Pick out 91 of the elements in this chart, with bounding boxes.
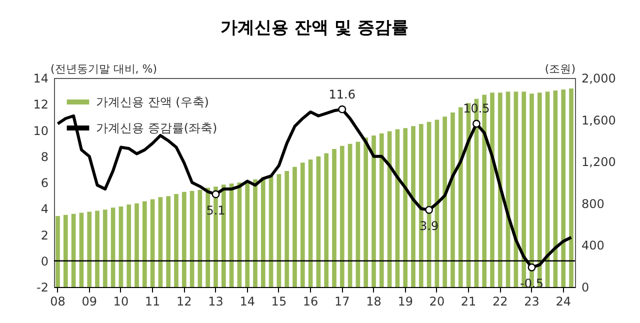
bar	[498, 92, 502, 287]
y2-tick-label: 400	[582, 238, 604, 253]
x-tick-label: 18	[366, 294, 382, 308]
bar	[110, 208, 116, 287]
bar	[340, 146, 344, 287]
bar	[450, 112, 455, 287]
x-tick-label: 09	[82, 294, 97, 308]
y-tick-label: 10	[33, 124, 48, 138]
bar	[458, 107, 463, 287]
bar	[292, 166, 297, 287]
bar	[364, 138, 368, 287]
bar	[56, 216, 60, 287]
y-tick-label: 2	[40, 228, 48, 242]
bar	[379, 133, 384, 287]
y-axis-title: (전년동기말 대비, %)	[50, 62, 158, 76]
point	[212, 190, 220, 198]
bar	[324, 153, 329, 287]
bar	[126, 204, 132, 287]
bar	[63, 214, 68, 287]
y2-tick-label: 1,200	[582, 155, 616, 170]
bar	[553, 90, 558, 287]
x-tick-label: 11	[144, 294, 160, 308]
y2-tick-label: 1,600	[582, 113, 616, 128]
bar	[300, 162, 305, 287]
x-tick-label: 10	[113, 294, 129, 308]
bar	[284, 171, 290, 287]
bar	[95, 210, 100, 287]
point	[472, 120, 480, 128]
x-tick-label: 08	[50, 294, 66, 308]
bar	[118, 206, 124, 287]
y2-tick-label: 0	[582, 280, 590, 294]
bar	[174, 194, 178, 287]
x-tick-label: 15	[271, 294, 287, 308]
bar	[166, 196, 171, 287]
bar	[198, 190, 202, 287]
point	[528, 263, 536, 272]
x-tick-label: 21	[460, 294, 476, 308]
bar	[182, 192, 186, 287]
point	[425, 206, 434, 214]
bar	[403, 128, 408, 287]
bar	[490, 92, 494, 287]
bar	[79, 212, 84, 287]
bar	[87, 212, 92, 287]
bar	[411, 126, 416, 287]
bar	[268, 176, 274, 287]
y-tick-label: 6	[40, 176, 48, 190]
bar	[190, 190, 194, 287]
bar	[150, 199, 155, 287]
bar	[561, 89, 566, 287]
x-tick-label: 22	[492, 294, 508, 308]
bar	[356, 142, 360, 287]
x-tick-label: 24	[556, 294, 571, 308]
x-tick-label: 13	[208, 294, 224, 308]
x-tick-label: 20	[429, 294, 445, 308]
data-label: 11.6	[328, 87, 356, 102]
bar	[276, 174, 282, 287]
bar	[569, 88, 574, 287]
bar	[316, 156, 321, 287]
bar	[102, 210, 108, 287]
x-tick-label: 23	[524, 294, 540, 308]
bar	[442, 116, 448, 287]
bar	[348, 144, 352, 287]
y2-tick-label: 2,000	[582, 72, 616, 86]
bar	[71, 214, 76, 287]
x-tick-label: 19	[398, 294, 413, 308]
bar	[372, 135, 376, 287]
x-tick-label: 16	[302, 294, 318, 308]
x-tick-label: 17	[334, 294, 350, 308]
legend-label: 가계신용 증감률(좌축)	[96, 121, 218, 135]
x-tick-label: 12	[176, 294, 192, 308]
x-tick-label: 14	[240, 294, 255, 308]
point	[338, 105, 346, 114]
y2-axis-title: (조원)	[544, 62, 576, 76]
chart-title: 가계신용 잔액 및 증감률	[220, 18, 408, 38]
y-tick-label: 4	[40, 202, 48, 216]
y-tick-label: 0	[40, 254, 48, 268]
bar	[158, 197, 163, 287]
bar	[245, 180, 250, 287]
bar	[260, 177, 266, 287]
bar	[134, 203, 139, 287]
bar	[308, 160, 313, 287]
y-tick-label: 12	[33, 98, 48, 112]
y-tick-label: 14	[33, 72, 48, 86]
y-tick-label: -2	[36, 280, 48, 294]
bar	[253, 179, 258, 287]
legend-label: 가계신용 잔액 (우축)	[96, 95, 209, 109]
y2-tick-label: 800	[582, 196, 604, 211]
bar	[332, 149, 336, 287]
bar	[545, 92, 550, 287]
bar	[142, 201, 147, 287]
y-tick-label: 8	[40, 150, 48, 164]
